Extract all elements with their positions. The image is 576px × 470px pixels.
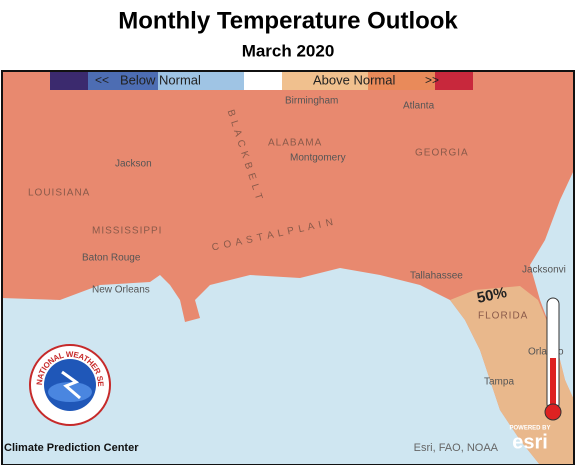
place: Orlando [528,347,564,358]
place: Tallahassee [410,271,463,282]
credits: Esri, FAO, NOAA [414,442,499,454]
legend-label: Above Normal [313,72,395,87]
florida-region [450,286,574,465]
land-above [2,72,574,465]
esri-logo: esri [512,431,548,453]
source: Climate Prediction Center [4,442,139,454]
place: Tampa [484,377,514,388]
state: ALABAMA [268,138,322,149]
place: Birmingham [285,96,338,107]
state: LOUISIANA [28,188,90,199]
subtitle: March 2020 [242,41,335,60]
place: Jackson [115,159,152,170]
title: Monthly Temperature Outlook [118,7,458,34]
legend-arrow: << [95,73,109,87]
thermometer [544,297,562,421]
legend-bar: << Below Normal Above Normal >> [50,72,473,90]
place: New Orleans [92,285,150,296]
place: Montgomery [290,153,346,164]
legend-label: Below Normal [120,72,201,87]
place: Atlanta [403,101,435,112]
place: Jacksonvi [522,265,566,276]
probability: 50% [475,284,508,307]
state: MISSISSIPPI [92,226,162,237]
state: FLORIDA [478,311,528,322]
legend-arrow: >> [425,73,439,87]
powered: POWERED BY [509,426,550,432]
state: GEORGIA [415,148,469,159]
place: Baton Rouge [82,253,141,264]
